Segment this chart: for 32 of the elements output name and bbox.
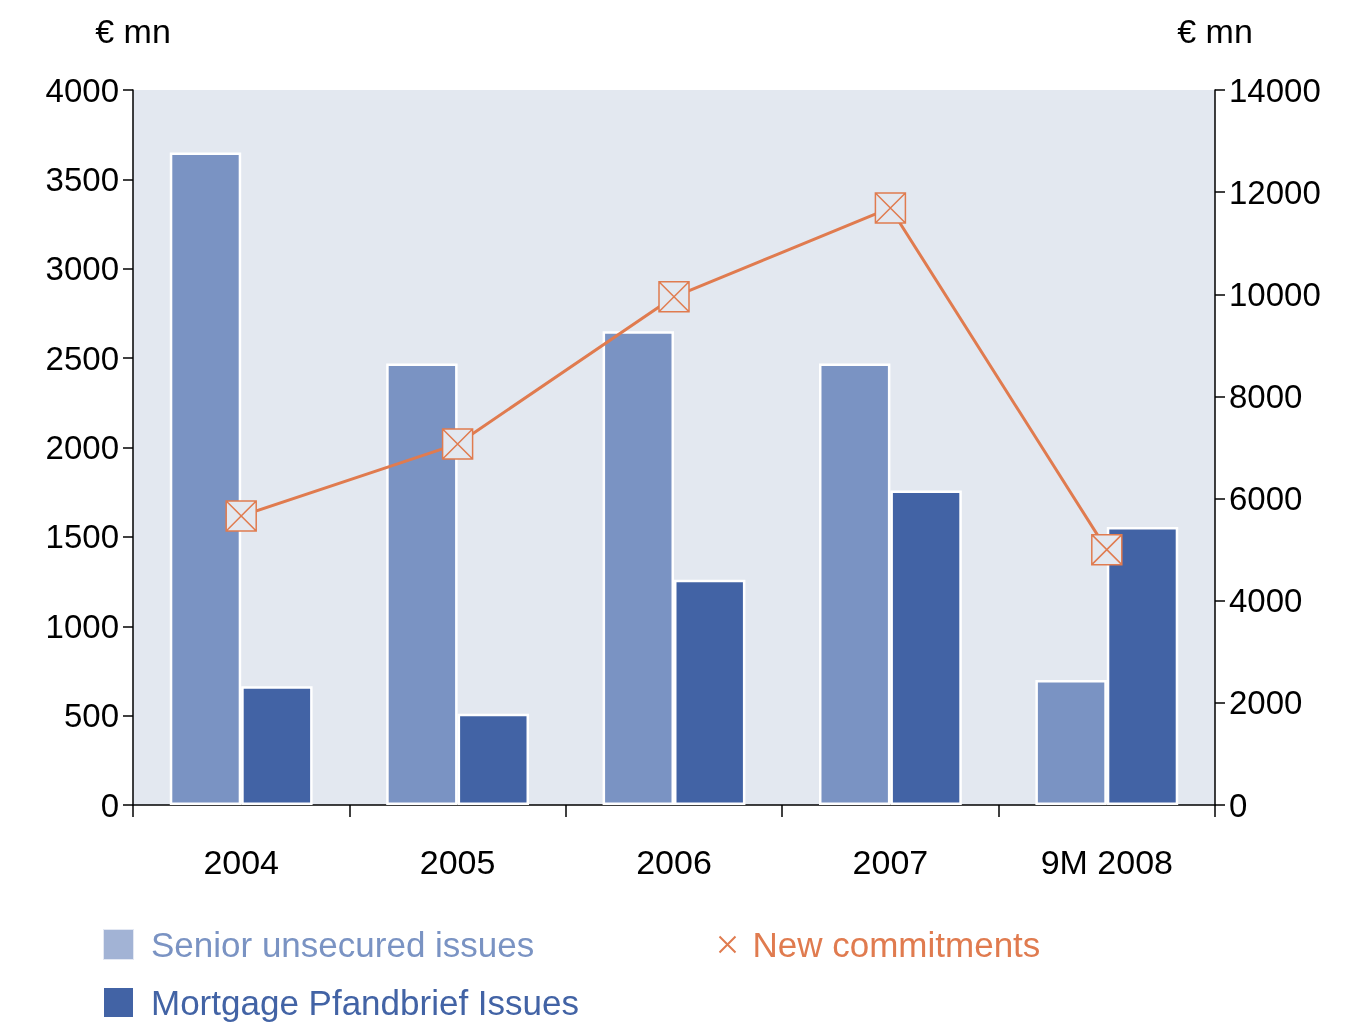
y-tick-label: 0 [100, 786, 119, 824]
x-tick-label: 9M 2008 [1040, 843, 1173, 881]
x-tick-label: 2007 [852, 843, 929, 881]
y-tick-label: 1000 [45, 607, 119, 645]
y-axis-title: € mn [95, 12, 171, 50]
y2-tick-label: 0 [1229, 786, 1248, 824]
y-tick-label: 3500 [45, 160, 119, 198]
x-tick-label: 2006 [636, 843, 712, 881]
legend-label: Mortgage Pfandbrief Issues [151, 983, 580, 1022]
y2-tick-label: 10000 [1229, 275, 1321, 313]
y2-tick-label: 8000 [1229, 377, 1303, 415]
y2-tick-label: 14000 [1229, 71, 1321, 109]
point [441, 428, 474, 460]
y2-tick-label: 12000 [1229, 173, 1321, 211]
point [658, 281, 690, 313]
y2-axis-title: € mn [1177, 12, 1253, 50]
x-tick-label: 2004 [203, 843, 280, 881]
y-tick-label: 2500 [45, 339, 119, 377]
legend-label: New commitments [752, 925, 1041, 964]
x-tick-label: 2005 [419, 843, 496, 881]
y-tick-label: 3000 [45, 250, 119, 288]
y-tick-label: 2000 [45, 429, 119, 466]
y2-tick-label: 4000 [1229, 582, 1303, 620]
y2-tick-label: 6000 [1229, 480, 1303, 518]
y-tick-label: 500 [63, 697, 119, 735]
legend-label: Senior unsecured issues [151, 925, 535, 964]
y2-tick-label: 2000 [1229, 684, 1303, 722]
point [225, 500, 257, 532]
point [874, 192, 907, 224]
y-tick-label: 4000 [45, 71, 119, 109]
y-tick-label: 1500 [45, 518, 119, 556]
point [1091, 533, 1123, 566]
